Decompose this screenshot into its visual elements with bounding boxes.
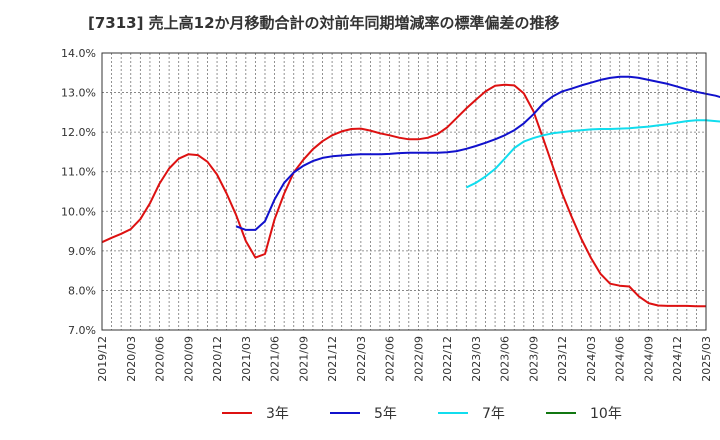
x-tick-label: 2021/06 — [269, 336, 282, 382]
x-tick-label: 2022/09 — [412, 336, 425, 382]
x-tick-label: 2023/09 — [527, 336, 540, 382]
y-tick-label: 10.0% — [61, 205, 96, 218]
x-tick-label: 2020/06 — [154, 336, 167, 382]
x-tick-label: 2023/03 — [470, 336, 483, 382]
x-tick-label: 2024/12 — [671, 336, 684, 382]
x-tick-label: 2020/12 — [211, 336, 224, 382]
x-tick-label: 2024/09 — [642, 336, 655, 382]
x-tick-label: 2019/12 — [96, 336, 109, 382]
x-tick-label: 2022/03 — [355, 336, 368, 382]
grid-layer — [102, 53, 706, 330]
x-tick-label: 2020/09 — [182, 336, 195, 382]
legend-label: 7年 — [482, 406, 505, 422]
plot-area — [102, 53, 706, 330]
plot-background — [102, 53, 706, 330]
legend-label: 3年 — [266, 406, 289, 422]
y-tick-label: 11.0% — [61, 166, 96, 179]
y-tick-label: 13.0% — [61, 87, 96, 100]
y-tick-label: 14.0% — [61, 47, 96, 60]
axis-layer: 7.0% 8.0% 9.0% 10.0% 11.0% 12.0% 13.0% 14.0% 201… — [61, 47, 713, 382]
x-tick-label: 2022/12 — [441, 336, 454, 382]
series-line-3年 — [101, 83, 706, 308]
x-tick-label: 2021/12 — [326, 336, 339, 382]
x-tick-label: 2020/03 — [125, 336, 138, 382]
x-tick-label: 2024/03 — [585, 336, 598, 382]
chart-title: [7313] 売上高12か月移動合計の対前年同期増減率の標準偏差の推移 — [88, 14, 560, 32]
y-tick-label: 12.0% — [61, 126, 96, 139]
x-tick-label: 2021/03 — [240, 336, 253, 382]
x-tick-label: 2025/03 — [700, 336, 713, 382]
x-tick-label: 2023/06 — [499, 336, 512, 382]
plot-frame — [101, 52, 707, 331]
legend-label: 5年 — [374, 406, 397, 422]
x-tick-label: 2024/06 — [614, 336, 627, 382]
y-tick-label: 7.0% — [68, 324, 96, 337]
legend-label: 10年 — [590, 406, 622, 422]
legend: 3年 5年 7年 10年 — [222, 406, 622, 422]
y-tick-label: 8.0% — [68, 284, 96, 297]
series-line-7年 — [465, 119, 720, 189]
series-layer — [101, 75, 720, 308]
y-tick-label: 9.0% — [68, 245, 96, 258]
x-tick-label: 2022/06 — [384, 336, 397, 382]
series-line-5年 — [235, 75, 720, 231]
x-tick-label: 2023/12 — [556, 336, 569, 382]
x-tick-label: 2021/09 — [297, 336, 310, 382]
